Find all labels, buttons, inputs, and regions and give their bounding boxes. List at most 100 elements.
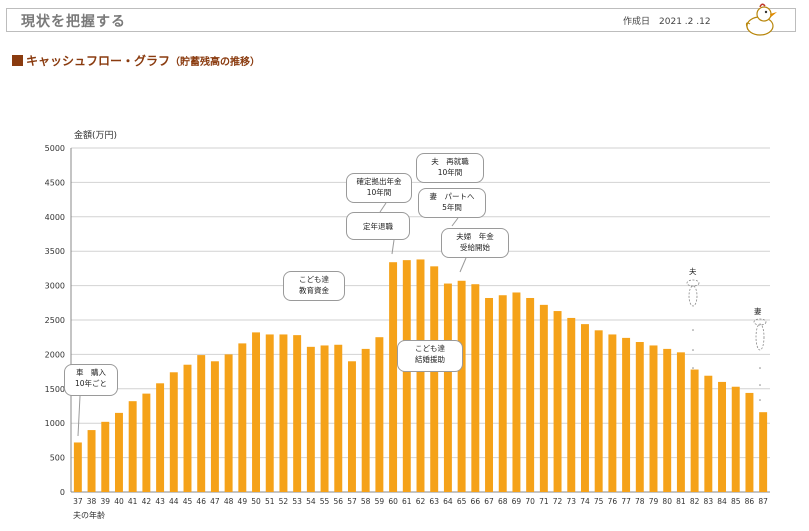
- x-tick-label: 73: [566, 497, 576, 506]
- callout-pointer: [459, 257, 467, 273]
- bar: [416, 259, 425, 492]
- bar: [526, 297, 535, 492]
- x-tick-label: 62: [416, 497, 426, 506]
- x-tick-label: 51: [265, 497, 275, 506]
- x-tick-label: 82: [690, 497, 700, 506]
- bar: [718, 381, 727, 492]
- x-tick-label: 58: [361, 497, 371, 506]
- bar: [649, 345, 658, 492]
- x-tick-label: 44: [169, 497, 179, 506]
- callout-rehire: 夫 再就職 10年間: [416, 153, 484, 183]
- y-tick-label: 500: [50, 454, 65, 463]
- x-tick-label: 64: [443, 497, 453, 506]
- x-tick-label: 38: [87, 497, 97, 506]
- bar: [169, 372, 178, 492]
- x-tick-label: 68: [498, 497, 508, 506]
- husband-marker: [686, 279, 700, 287]
- x-tick-label: 78: [635, 497, 645, 506]
- callout-parttime: 妻 パートへ 5年間: [418, 188, 486, 218]
- callout-pension: 確定拠出年金 10年間: [346, 173, 412, 203]
- x-tick-label: 37: [73, 497, 83, 506]
- bar: [759, 412, 768, 492]
- bar: [485, 297, 494, 492]
- x-tick-label: 47: [210, 497, 220, 506]
- bar: [320, 345, 329, 492]
- bar: [114, 412, 123, 492]
- bar: [73, 442, 82, 492]
- bar: [210, 361, 219, 492]
- x-tick-label: 42: [142, 497, 152, 506]
- wife-marker-dot: [759, 399, 761, 401]
- bar: [252, 332, 261, 492]
- callout-education: こども達 教育資金: [283, 271, 345, 301]
- x-tick-label: 53: [292, 497, 302, 506]
- x-tick-label: 39: [100, 497, 110, 506]
- callout-car: 車 購入 10年ごと: [64, 364, 118, 396]
- bar: [224, 354, 233, 492]
- x-tick-label: 79: [649, 497, 659, 506]
- wife-marker-body: [755, 323, 765, 351]
- bar: [128, 401, 137, 492]
- bar: [594, 330, 603, 492]
- callout-public-pension: 夫婦 年金 受給開始: [441, 228, 509, 258]
- x-tick-label: 77: [621, 497, 631, 506]
- wife-marker-dot: [759, 367, 761, 369]
- bar: [347, 361, 356, 492]
- callout-pointer: [391, 239, 395, 255]
- callout-retire: 定年退職: [346, 212, 410, 240]
- bar: [745, 392, 754, 492]
- bar: [512, 292, 521, 492]
- y-tick-label: 5000: [45, 144, 65, 153]
- bar: [471, 284, 480, 492]
- x-tick-label: 65: [457, 497, 467, 506]
- husband-marker-dot: [692, 329, 694, 331]
- page-title: 現状を把握する: [21, 14, 126, 30]
- x-tick-label: 55: [320, 497, 330, 506]
- wife-marker-dot: [759, 384, 761, 386]
- x-tick-label: 45: [183, 497, 193, 506]
- y-tick-label: 4000: [45, 213, 65, 222]
- x-tick-label: 56: [333, 497, 343, 506]
- x-tick-label: 83: [704, 497, 714, 506]
- x-tick-label: 43: [155, 497, 165, 506]
- title-square-icon: [12, 55, 23, 66]
- bar: [293, 335, 302, 492]
- x-tick-label: 86: [745, 497, 755, 506]
- x-axis-label: 夫の年齢: [73, 511, 105, 520]
- bar: [430, 266, 439, 492]
- x-tick-label: 54: [306, 497, 316, 506]
- y-tick-label: 4500: [45, 178, 65, 187]
- x-tick-label: 69: [512, 497, 522, 506]
- bar: [443, 283, 452, 492]
- callout-wedding: こども達 結婚援助: [397, 340, 463, 372]
- mascot-illustration: [745, 3, 777, 36]
- x-tick-label: 60: [388, 497, 398, 506]
- bar: [402, 260, 411, 492]
- bar: [87, 430, 96, 492]
- bar: [183, 364, 192, 492]
- x-tick-label: 46: [196, 497, 206, 506]
- bar: [539, 304, 548, 492]
- x-tick-label: 49: [238, 497, 248, 506]
- bar: [635, 342, 644, 492]
- y-axis-label: 金額(万円): [74, 131, 118, 141]
- x-tick-label: 72: [553, 497, 563, 506]
- bar: [306, 346, 315, 492]
- husband-marker-dot: [692, 367, 694, 369]
- bar: [142, 393, 151, 492]
- bar: [457, 280, 466, 492]
- bar: [731, 386, 740, 492]
- y-tick-label: 2000: [45, 350, 65, 359]
- y-tick-label: 1000: [45, 419, 65, 428]
- x-tick-label: 57: [347, 497, 357, 506]
- x-tick-label: 67: [484, 497, 494, 506]
- callout-pointer: [379, 202, 387, 213]
- bar: [334, 344, 343, 492]
- bar: [608, 334, 617, 492]
- y-tick-label: 2500: [45, 316, 65, 325]
- x-tick-label: 59: [375, 497, 385, 506]
- bar: [690, 369, 699, 492]
- bar: [375, 337, 384, 492]
- x-tick-label: 80: [662, 497, 672, 506]
- section-title: キャッシュフロー・グラフ（貯蓄残高の推移）: [12, 52, 260, 69]
